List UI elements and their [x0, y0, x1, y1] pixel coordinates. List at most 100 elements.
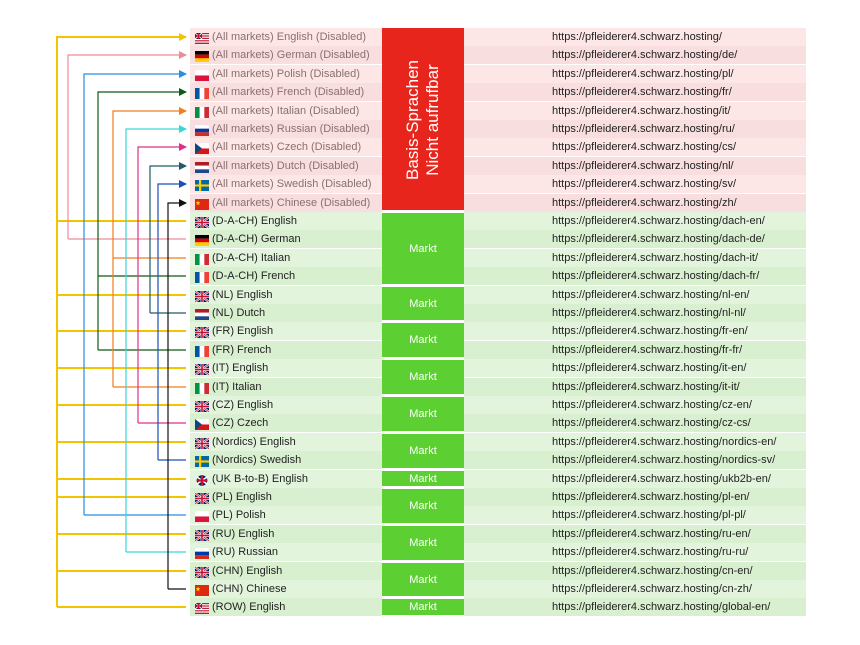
arrow-line	[67, 51, 187, 239]
url-link[interactable]: https://pfleiderer4.schwarz.hosting/de/	[552, 49, 738, 61]
language-label: (NL) Dutch	[212, 307, 266, 319]
table-row: (RU) English https://pfleiderer4.schwarz.…	[190, 525, 806, 543]
url-link[interactable]: https://pfleiderer4.schwarz.hosting/it/	[552, 105, 731, 117]
uk-round-flag-icon	[195, 473, 209, 486]
url-link[interactable]: https://pfleiderer4.schwarz.hosting/cn-z…	[552, 583, 752, 595]
language-label: (All markets) French (Disabled)	[212, 86, 365, 98]
table-row: (CHN) English https://pfleiderer4.schwarz…	[190, 562, 806, 580]
url-link[interactable]: https://pfleiderer4.schwarz.hosting/ukb2…	[552, 473, 771, 485]
market-block: Markt	[382, 599, 464, 615]
table-row: (PL) English https://pfleiderer4.schwarz.…	[190, 488, 806, 506]
table-row: (FR) French https://pfleiderer4.schwarz.h…	[190, 341, 806, 359]
language-label: (CHN) English	[212, 565, 283, 577]
url-link[interactable]: https://pfleiderer4.schwarz.hosting/dach…	[552, 252, 759, 264]
url-link[interactable]: https://pfleiderer4.schwarz.hosting/ru/	[552, 123, 735, 135]
market-block: Markt	[382, 434, 464, 468]
table-row: (All markets) German (Disabled) https://p…	[190, 46, 806, 64]
uk-flag-icon	[194, 399, 210, 413]
language-label: (D-A-CH) Italian	[212, 252, 291, 264]
url-link[interactable]: https://pfleiderer4.schwarz.hosting/nl/	[552, 160, 734, 172]
url-link[interactable]: https://pfleiderer4.schwarz.hosting/ru-r…	[552, 546, 749, 558]
arrow-line	[125, 125, 187, 552]
language-label: (PL) Polish	[212, 509, 266, 521]
url-link[interactable]: https://pfleiderer4.schwarz.hosting/cn-e…	[552, 565, 753, 577]
uk-flag-icon	[194, 436, 210, 450]
table-row: (Nordics) English https://pfleiderer4.sch…	[190, 433, 806, 451]
url-link[interactable]: https://pfleiderer4.schwarz.hosting/dach…	[552, 233, 765, 245]
arrow-line	[97, 88, 187, 350]
table-row: (IT) English https://pfleiderer4.schwarz.…	[190, 359, 806, 377]
nl-flag-icon	[195, 160, 209, 173]
uk-flag-icon	[194, 362, 210, 376]
nl-flag-icon	[195, 307, 209, 320]
url-link[interactable]: https://pfleiderer4.schwarz.hosting/cz-c…	[552, 417, 751, 429]
market-block: Markt	[382, 213, 464, 284]
url-link[interactable]: https://pfleiderer4.schwarz.hosting/nord…	[552, 436, 777, 448]
url-link[interactable]: https://pfleiderer4.schwarz.hosting/fr-e…	[552, 325, 748, 337]
language-label: (All markets) German (Disabled)	[212, 49, 370, 61]
url-link[interactable]: https://pfleiderer4.schwarz.hosting/fr/	[552, 86, 732, 98]
url-link[interactable]: https://pfleiderer4.schwarz.hosting/pl-p…	[552, 509, 746, 521]
market-block: Markt	[382, 323, 464, 357]
url-link[interactable]: https://pfleiderer4.schwarz.hosting/glob…	[552, 601, 771, 613]
url-link[interactable]: https://pfleiderer4.schwarz.hosting/it-e…	[552, 362, 747, 374]
table-row: (All markets) Italian (Disabled) https://…	[190, 102, 806, 120]
language-label: (ROW) English	[212, 601, 286, 613]
language-label: (PL) English	[212, 491, 272, 503]
table-row: (CZ) English https://pfleiderer4.schwarz.…	[190, 396, 806, 414]
url-link[interactable]: https://pfleiderer4.schwarz.hosting/nl-n…	[552, 307, 746, 319]
language-label: (D-A-CH) English	[212, 215, 297, 227]
market-label: Markt	[409, 408, 437, 420]
connector-base-5	[125, 125, 187, 553]
language-label: (All markets) Dutch (Disabled)	[212, 160, 359, 172]
language-label: (D-A-CH) German	[212, 233, 301, 245]
table-row: (D-A-CH) German https://pfleiderer4.schwa…	[190, 230, 806, 248]
uk-flag-icon	[194, 491, 210, 505]
url-link[interactable]: https://pfleiderer4.schwarz.hosting/	[552, 31, 722, 43]
cn-flag-icon	[195, 583, 209, 596]
language-label: (CZ) English	[212, 399, 274, 411]
market-label: Markt	[409, 445, 437, 457]
market-block: Markt	[382, 287, 464, 320]
market-label: Markt	[409, 242, 437, 255]
table-row: (All markets) Russian (Disabled) https://…	[190, 120, 806, 138]
table-row: (All markets) Dutch (Disabled) https://pf…	[190, 157, 806, 175]
market-label: Markt	[409, 537, 437, 549]
uk-flag-icon	[194, 289, 210, 303]
language-label: (NL) English	[212, 289, 273, 301]
table-row: (All markets) French (Disabled) https://p…	[190, 83, 806, 101]
connector-base-6	[137, 143, 187, 424]
url-link[interactable]: https://pfleiderer4.schwarz.hosting/cs/	[552, 141, 737, 153]
url-link[interactable]: https://pfleiderer4.schwarz.hosting/sv/	[552, 178, 737, 190]
table-row: (D-A-CH) English https://pfleiderer4.schw…	[190, 212, 806, 230]
url-link[interactable]: https://pfleiderer4.schwarz.hosting/nord…	[552, 454, 776, 466]
language-label: (CHN) Chinese	[212, 583, 287, 595]
url-link[interactable]: https://pfleiderer4.schwarz.hosting/dach…	[552, 270, 760, 282]
url-link[interactable]: https://pfleiderer4.schwarz.hosting/fr-f…	[552, 344, 743, 356]
table-row: (D-A-CH) French https://pfleiderer4.schwa…	[190, 267, 806, 285]
url-link[interactable]: https://pfleiderer4.schwarz.hosting/zh/	[552, 197, 737, 209]
language-label: (FR) French	[212, 344, 272, 356]
url-link[interactable]: https://pfleiderer4.schwarz.hosting/pl-e…	[552, 491, 750, 503]
url-link[interactable]: https://pfleiderer4.schwarz.hosting/pl/	[552, 68, 734, 80]
market-block: Markt	[382, 471, 464, 486]
arrow-line	[167, 199, 187, 589]
language-label: (All markets) Italian (Disabled)	[212, 105, 360, 117]
url-link[interactable]: https://pfleiderer4.schwarz.hosting/nl-e…	[552, 289, 750, 301]
language-label: (UK B-to-B) English	[212, 473, 308, 485]
url-link[interactable]: https://pfleiderer4.schwarz.hosting/it-i…	[552, 381, 740, 393]
language-label: (Nordics) Swedish	[212, 454, 302, 466]
url-link[interactable]: https://pfleiderer4.schwarz.hosting/cz-e…	[552, 399, 752, 411]
url-link[interactable]: https://pfleiderer4.schwarz.hosting/ru-e…	[552, 528, 751, 540]
cn-flag-icon	[195, 197, 209, 210]
table-row: (NL) English https://pfleiderer4.schwarz.…	[190, 286, 806, 304]
market-block: Markt	[382, 360, 464, 394]
language-label: (RU) English	[212, 528, 275, 540]
url-link[interactable]: https://pfleiderer4.schwarz.hosting/dach…	[552, 215, 765, 227]
de-flag-icon	[195, 49, 209, 62]
arrow-line	[149, 162, 187, 313]
language-label: (IT) English	[212, 362, 269, 374]
table-row: (All markets) English (Disabled) https://…	[190, 28, 806, 46]
fr-flag-icon	[195, 344, 209, 357]
